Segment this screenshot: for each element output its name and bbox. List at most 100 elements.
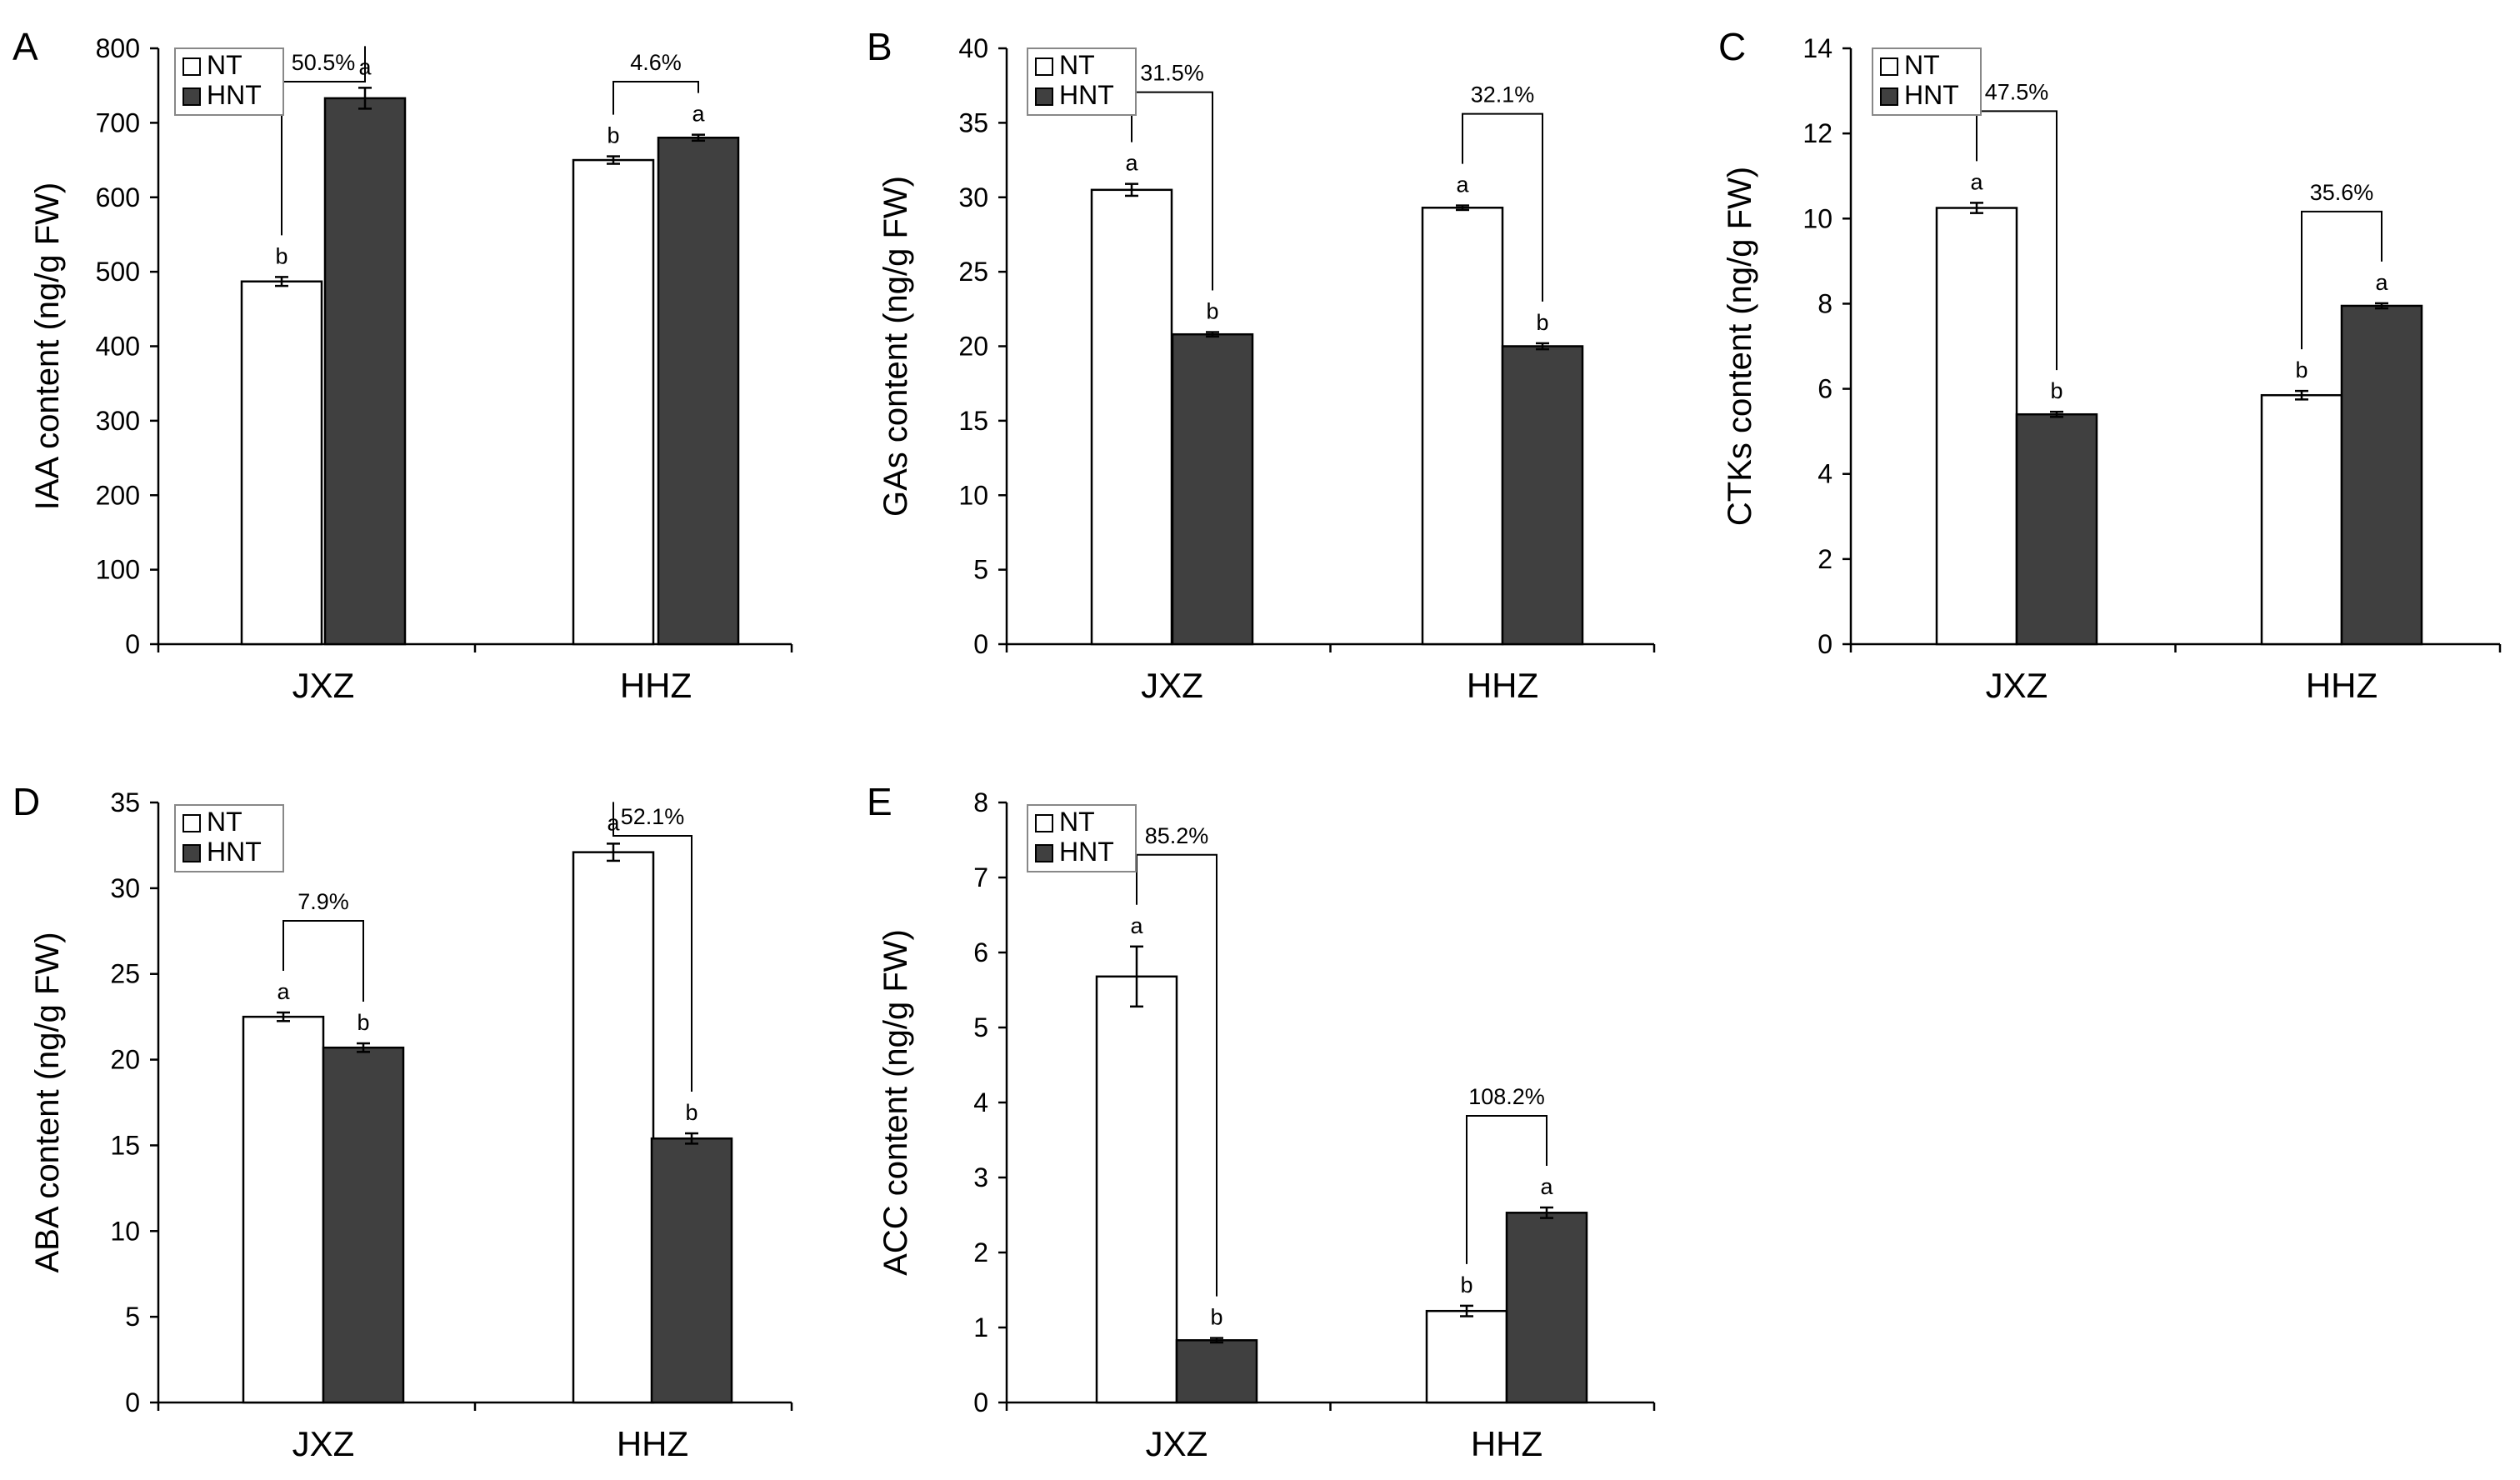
- bar-nt: [572, 851, 655, 1404]
- legend-label: NT: [1059, 50, 1095, 80]
- y-tick-label: 0: [973, 1388, 988, 1418]
- legend-label: HNT: [207, 80, 262, 110]
- percent-change-label: 4.6%: [630, 50, 682, 75]
- x-tick-label: JXZ: [292, 666, 355, 705]
- y-tick-label: 10: [1802, 203, 1832, 233]
- comparison-bracket: [1976, 110, 2058, 371]
- significance-letter: b: [607, 123, 619, 148]
- significance-letter: a: [1130, 913, 1143, 938]
- bar-hnt: [322, 1046, 405, 1404]
- y-tick-label: 15: [958, 406, 988, 436]
- bar-hnt: [2340, 304, 2423, 646]
- panel-b: B 0 5 10 15 20 25 30 35 40 GAs content (ng/g FW) JX…: [867, 25, 1656, 705]
- y-tick-label: 35: [958, 108, 988, 138]
- y-tick-label: 35: [110, 788, 140, 818]
- panel-c: C 0 2 4 6 8 10 12 14 CTKs content (ng/g FW) JXZ HHZ…: [1718, 25, 2502, 705]
- comparison-bracket: [1131, 91, 1213, 291]
- panel-a: A 0 100 200 300 400 500 600 700 800 IAA content (n…: [12, 25, 793, 705]
- bar-nt: [240, 280, 323, 646]
- significance-letter: a: [277, 979, 290, 1004]
- percent-change-label: 108.2%: [1468, 1084, 1545, 1109]
- y-tick-label: 12: [1802, 118, 1832, 148]
- comparison-bracket: [282, 920, 364, 1002]
- bar-hnt: [650, 1137, 733, 1404]
- y-tick-label: 300: [96, 406, 140, 436]
- y-tick-label: 5: [973, 555, 988, 585]
- y-tick-label: 20: [110, 1045, 140, 1075]
- y-tick-label: 100: [96, 555, 140, 585]
- legend-swatch-hnt: [1880, 88, 1898, 106]
- x-tick-label: HHZ: [620, 666, 692, 705]
- percent-change-label: 35.6%: [2310, 180, 2374, 205]
- panel-label: C: [1718, 25, 1746, 68]
- x-tick-label: HHZ: [617, 1424, 688, 1463]
- significance-letter: b: [1536, 310, 1548, 335]
- y-tick-label: 8: [1818, 288, 1832, 318]
- legend-swatch-nt: [1035, 814, 1053, 832]
- y-tick-label: 600: [96, 182, 140, 212]
- y-tick-label: 4: [1818, 459, 1832, 489]
- y-tick-label: 25: [958, 257, 988, 287]
- legend-label: NT: [1904, 50, 1940, 80]
- legend-swatch-nt: [1880, 58, 1898, 76]
- y-tick-label: 0: [973, 629, 988, 659]
- y-tick-label: 0: [1818, 629, 1832, 659]
- legend-swatch-hnt: [182, 88, 201, 106]
- y-tick-label: 2: [1818, 544, 1832, 574]
- panel-label: A: [12, 25, 38, 68]
- y-tick-label: 8: [973, 788, 988, 818]
- bar-hnt: [1505, 1212, 1588, 1404]
- y-tick-label: 4: [973, 1088, 988, 1118]
- significance-letter: a: [1540, 1174, 1553, 1199]
- bar-hnt: [323, 97, 407, 646]
- significance-letter: a: [692, 102, 705, 127]
- y-tick-label: 25: [110, 959, 140, 989]
- bar-hnt: [1171, 332, 1254, 646]
- y-axis-label: IAA content (ng/g FW): [29, 182, 66, 511]
- significance-letter: b: [2050, 378, 2062, 403]
- significance-letter: a: [1125, 151, 1138, 176]
- bar-nt: [1425, 1309, 1508, 1404]
- panel-label: E: [867, 780, 892, 823]
- legend-label: HNT: [207, 837, 262, 867]
- significance-letter: b: [2295, 358, 2308, 382]
- bar-hnt: [1501, 345, 1584, 646]
- legend-label: HNT: [1904, 80, 1959, 110]
- bar-nt: [2260, 393, 2343, 646]
- legend-label: HNT: [1059, 837, 1114, 867]
- y-axis-label: GAs content (ng/g FW): [878, 176, 914, 517]
- y-tick-label: 30: [958, 182, 988, 212]
- significance-letter: b: [357, 1010, 369, 1035]
- percent-change-label: 52.1%: [621, 804, 685, 829]
- y-tick-label: 200: [96, 480, 140, 510]
- y-tick-label: 400: [96, 332, 140, 362]
- x-tick-label: HHZ: [1467, 666, 1538, 705]
- y-axis-label: CTKs content (ng/g FW): [1722, 167, 1758, 526]
- y-tick-label: 15: [110, 1130, 140, 1160]
- significance-letter: b: [1460, 1272, 1472, 1298]
- legend-swatch-nt: [1035, 58, 1053, 76]
- y-tick-label: 0: [125, 1388, 140, 1418]
- significance-letter: b: [685, 1100, 698, 1125]
- y-tick-label: 14: [1802, 33, 1832, 63]
- panel-label: D: [12, 780, 40, 823]
- legend-swatch-hnt: [1035, 88, 1053, 106]
- y-tick-label: 5: [125, 1302, 140, 1332]
- percent-change-label: 47.5%: [1985, 79, 2049, 104]
- percent-change-label: 32.1%: [1471, 82, 1535, 108]
- comparison-bracket: [2301, 210, 2382, 350]
- x-tick-label: JXZ: [292, 1424, 355, 1463]
- y-tick-label: 10: [110, 1216, 140, 1246]
- y-tick-label: 500: [96, 257, 140, 287]
- percent-change-label: 85.2%: [1145, 823, 1209, 848]
- y-tick-label: 2: [973, 1238, 988, 1268]
- y-tick-label: 30: [110, 873, 140, 903]
- y-tick-label: 1: [973, 1312, 988, 1342]
- x-tick-label: HHZ: [1471, 1424, 1542, 1463]
